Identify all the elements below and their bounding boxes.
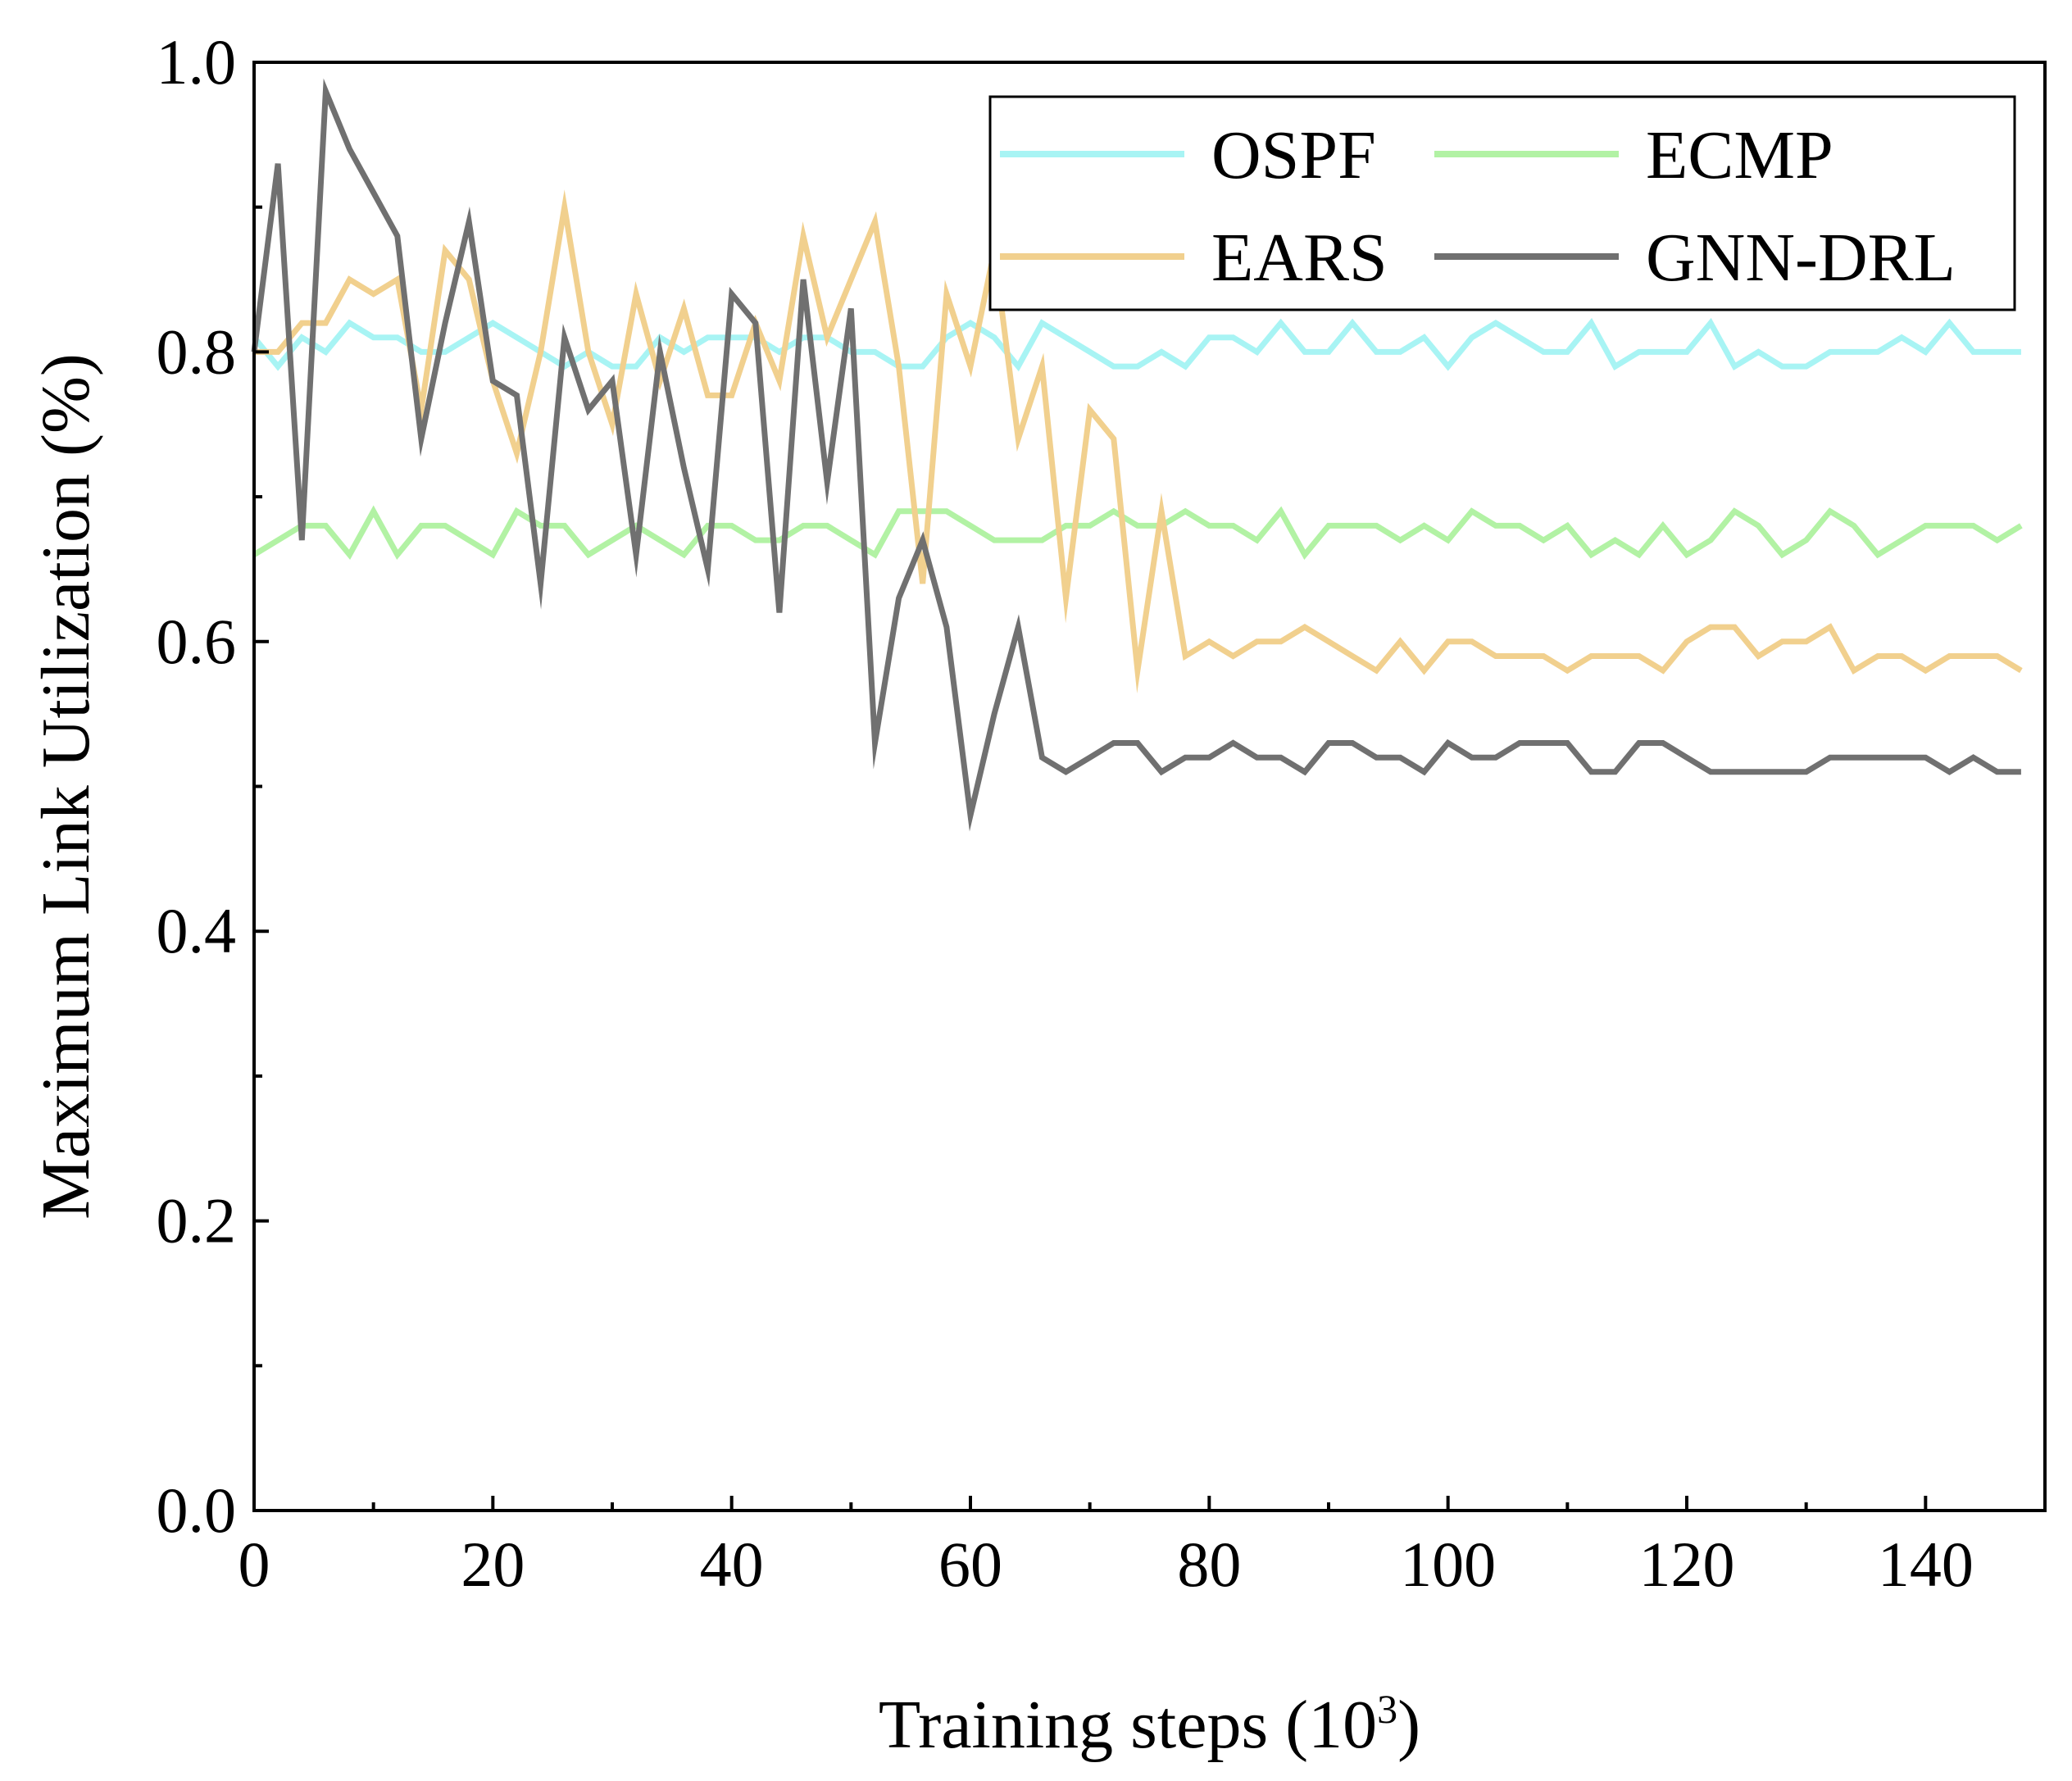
y-tick-label: 0.2 — [157, 1185, 237, 1256]
x-axis-title-superscript: 3 — [1377, 1686, 1397, 1732]
legend-label-gnn-drl: GNN-DRL — [1646, 220, 1956, 296]
series-layer — [251, 78, 2023, 832]
legend-items: OSPF ECMP EARS GNN-DRL — [1000, 117, 1956, 296]
x-axis-title-close: ) — [1397, 1687, 1420, 1763]
series-line-ears — [254, 189, 2023, 693]
tick-layer — [252, 61, 1928, 1512]
x-tick-label: 20 — [461, 1529, 525, 1600]
x-axis-title-text: Training steps (10 — [879, 1687, 1377, 1763]
x-tick-label: 60 — [938, 1529, 1002, 1600]
x-tick-label: 120 — [1639, 1529, 1735, 1600]
y-tick-label: 1.0 — [157, 26, 237, 98]
y-axis-title: Maximum Link Utilization (%) — [28, 353, 104, 1220]
legend: OSPF ECMP EARS GNN-DRL — [988, 95, 2016, 311]
y-tick-label: 0.4 — [157, 895, 237, 966]
legend-box — [988, 95, 2016, 311]
y-tick-label: 0.6 — [157, 606, 237, 677]
series-line-gnn-drl — [251, 78, 2021, 832]
x-tick-label: 0 — [239, 1529, 270, 1600]
x-tick-label: 100 — [1400, 1529, 1496, 1600]
y-tick-label: 0.8 — [157, 316, 237, 387]
tick-label-layer: 0.0 0.2 0.4 0.6 0.8 1.0 0 20 40 60 80 100 120 140 — [157, 26, 1974, 1600]
series-line-ospf — [252, 317, 2021, 372]
x-tick-label: 40 — [700, 1529, 764, 1600]
legend-label-ears: EARS — [1211, 220, 1388, 296]
x-tick-label: 140 — [1878, 1529, 1974, 1600]
x-axis-title: Training steps (103) — [879, 1686, 1420, 1763]
y-tick-label: 0.0 — [157, 1474, 237, 1546]
legend-label-ecmp: ECMP — [1646, 117, 1833, 193]
x-tick-label: 80 — [1177, 1529, 1241, 1600]
legend-label-ospf: OSPF — [1211, 117, 1376, 193]
